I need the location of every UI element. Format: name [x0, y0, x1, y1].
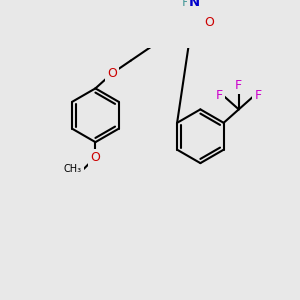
Text: H: H: [182, 0, 191, 9]
Text: CH₃: CH₃: [64, 164, 82, 174]
Text: F: F: [216, 89, 223, 102]
Text: N: N: [189, 0, 200, 9]
Text: O: O: [205, 16, 214, 29]
Text: O: O: [107, 67, 117, 80]
Text: F: F: [254, 89, 262, 102]
Text: O: O: [91, 151, 100, 164]
Text: F: F: [235, 79, 242, 92]
